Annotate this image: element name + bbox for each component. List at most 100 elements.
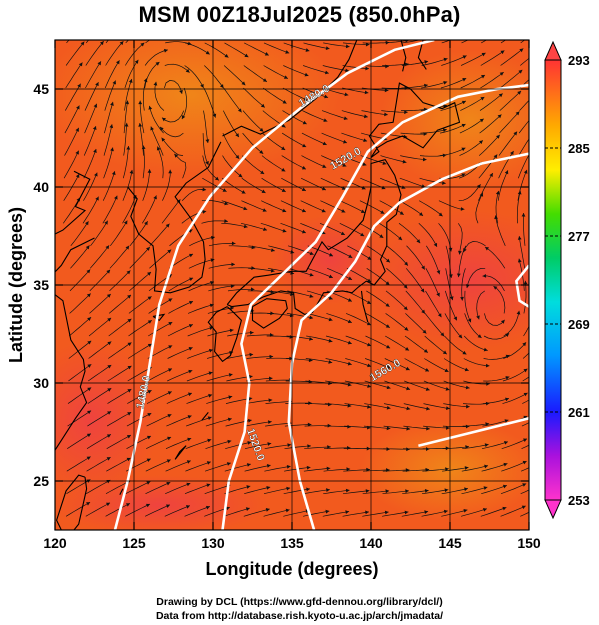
streamline [223,87,242,113]
streamline-arrow [104,220,108,225]
streamline [87,411,112,427]
streamline [459,118,484,134]
streamline [324,403,352,407]
streamline [418,223,438,248]
streamline [359,200,385,215]
streamline [174,153,187,179]
streamline-arrow [167,391,172,395]
streamline-arrow [500,50,505,55]
streamline [303,467,331,472]
streamline-arrow [238,173,243,178]
streamline [262,87,287,104]
streamline [400,155,427,161]
streamline [110,220,128,247]
streamline [129,271,152,292]
streamline-arrow [147,413,152,417]
streamline [498,150,514,179]
streamline-arrow [147,296,152,300]
streamline [364,403,391,409]
streamline [442,446,470,450]
streamline-arrow [386,385,391,390]
streamline-arrow [461,173,466,177]
streamline-arrow [443,80,448,85]
streamline-arrow [495,190,500,195]
streamline-arrow [404,110,408,115]
streamline [123,100,129,134]
streamline [68,340,92,359]
streamline-arrow [484,443,489,448]
streamline [69,293,91,314]
streamline [480,71,504,89]
streamline-arrow [202,210,207,214]
streamline-arrow [166,481,171,486]
coastline [201,412,209,421]
streamline [341,110,368,118]
streamline [85,40,104,66]
streamline [301,132,327,146]
streamline-arrow [433,242,438,247]
streamline [502,368,528,382]
streamline [224,463,251,472]
streamline-arrow [380,210,385,214]
streamline [184,42,210,55]
streamline [205,418,232,427]
streamline [242,110,264,132]
streamline-arrow [367,256,372,260]
streamline-arrow [403,306,408,311]
streamline-arrow [405,346,410,351]
streamline [228,267,255,269]
streamline [340,200,366,214]
streamline-arrow [168,322,173,326]
streamline [305,403,332,406]
streamline-arrow [246,485,251,489]
streamline [426,245,440,275]
warm-region-east [360,210,529,350]
streamline-arrow [326,488,330,492]
streamline [361,110,388,116]
streamline [366,290,390,307]
streamline [246,377,273,382]
streamline [425,290,442,318]
streamline-arrow [262,78,267,82]
streamline-arrow [476,315,480,320]
streamline-arrow [259,150,264,154]
streamline-arrow [165,504,170,508]
streamline [464,313,482,339]
streamline-arrow [230,306,234,311]
streamline [206,373,233,382]
streamline-arrow [519,48,524,53]
streamline-arrow [523,438,528,442]
streamline-arrow [503,440,508,445]
streamline [144,61,160,89]
streamline-arrow [92,126,97,131]
streamline-arrow [324,70,329,75]
streamline [226,353,254,359]
streamline-arrow [146,246,150,251]
streamline [460,52,486,66]
y-tick-label: 40 [33,179,49,195]
streamline-arrow [107,388,112,392]
streamline-arrow [346,467,351,472]
streamline-arrow [212,113,217,118]
streamline [325,335,352,345]
streamline-arrow [438,212,443,217]
streamline-arrow [443,57,448,62]
streamline [421,489,449,495]
streamline [386,245,409,266]
streamline [401,84,428,89]
streamline-arrow [440,332,445,337]
streamline-arrow [420,288,425,293]
streamline [463,380,490,385]
streamline [519,99,529,111]
coastline [360,290,369,323]
streamline [462,402,490,405]
streamline [321,132,348,144]
colorbar-tick-label: 269 [568,317,590,332]
streamline-arrow [458,334,463,339]
streamline [106,411,132,427]
streamline-arrow [443,509,448,514]
streamline [422,468,449,472]
streamline-arrow [226,462,231,466]
streamline [303,42,330,50]
streamline [126,412,152,427]
